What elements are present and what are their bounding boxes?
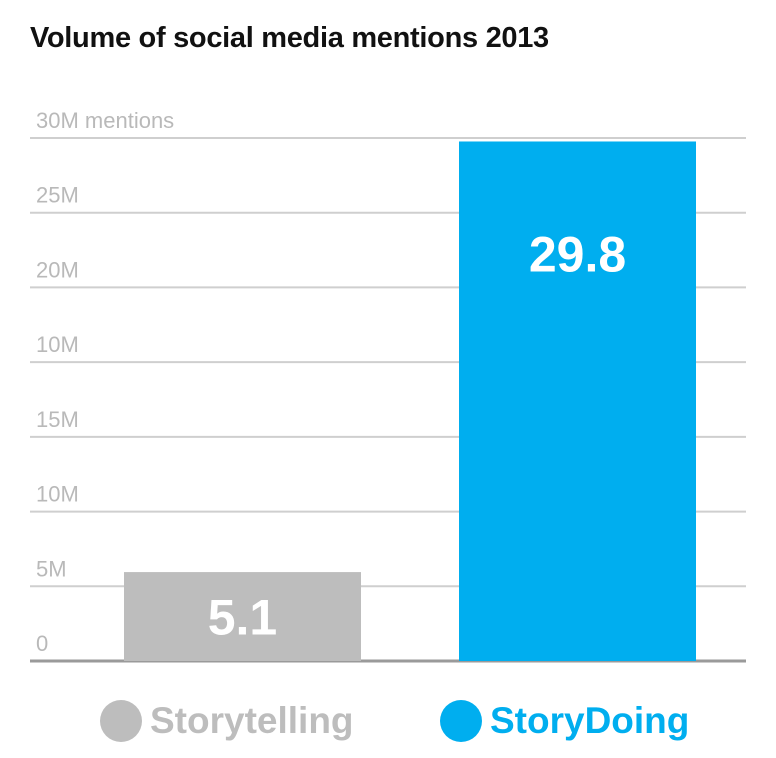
y-axis-tick-labels: 0 5M 10M 15M 10M 20M 25M 30M mentions [36, 108, 174, 656]
storytelling-swatch-icon [100, 700, 142, 742]
y-tick-label: 10M [36, 332, 79, 357]
y-tick-label: 0 [36, 631, 48, 656]
bar-storytelling [124, 572, 361, 661]
y-tick-label: 15M [36, 407, 79, 432]
y-tick-label: 30M mentions [36, 108, 174, 133]
y-tick-label: 10M [36, 482, 79, 507]
legend-item-storytelling: Storytelling [100, 693, 354, 749]
y-tick-label: 5M [36, 556, 67, 581]
storydoing-swatch-icon [440, 700, 482, 742]
legend-item-storydoing: StoryDoing [440, 693, 689, 749]
bar-storydoing [459, 141, 696, 661]
bar-value-label: 5.1 [208, 590, 278, 646]
bar-value-labels: 5.1 29.8 [208, 226, 626, 645]
chart-title: Volume of social media mentions 2013 [30, 22, 549, 54]
bar-value-label: 29.8 [529, 226, 626, 282]
y-tick-label: 25M [36, 183, 79, 208]
legend-label-storydoing: StoryDoing [490, 700, 690, 741]
y-tick-label: 20M [36, 257, 79, 282]
bars [124, 141, 696, 661]
legend-label-storytelling: Storytelling [150, 700, 354, 741]
